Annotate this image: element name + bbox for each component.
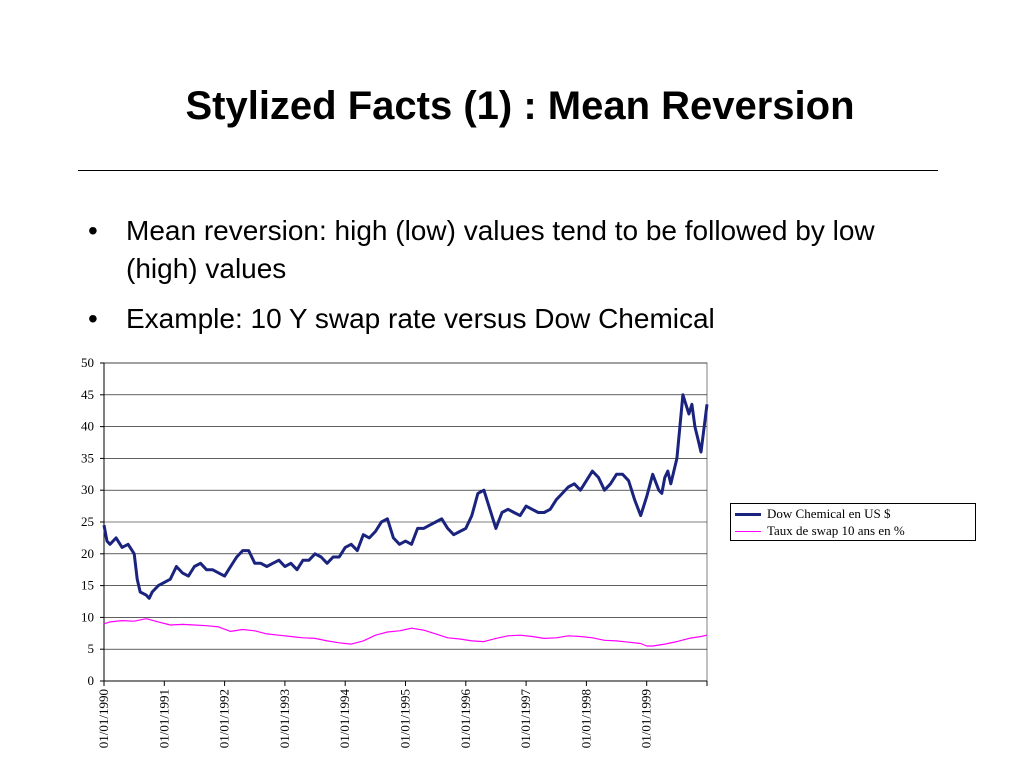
chart-legend: Dow Chemical en US $ Taux de swap 10 ans… — [730, 503, 976, 541]
y-tick-label: 5 — [88, 641, 95, 656]
bullet-text: Example: 10 Y swap rate versus Dow Chemi… — [126, 303, 715, 334]
bullet-symbol: • — [88, 215, 98, 246]
y-tick-label: 30 — [81, 482, 94, 497]
legend-entry-dow: Dow Chemical en US $ — [735, 506, 890, 522]
y-tick-label: 35 — [81, 450, 94, 465]
x-tick-label: 01/01/1992 — [217, 689, 232, 748]
legend-swatch — [735, 512, 761, 516]
y-tick-label: 50 — [81, 355, 94, 370]
legend-label: Taux de swap 10 ans en % — [767, 523, 905, 538]
x-tick-label: 01/01/1999 — [639, 689, 654, 748]
bullet-symbol: • — [88, 303, 98, 334]
legend-swatch — [735, 530, 761, 532]
y-tick-label: 40 — [81, 419, 94, 434]
y-tick-label: 20 — [81, 546, 94, 561]
series-line-swap-rate — [103, 618, 708, 647]
bullet-text: Mean reversion: high (low) values tend t… — [126, 215, 875, 284]
y-tick-label: 15 — [81, 578, 94, 593]
legend-label: Dow Chemical en US $ — [767, 506, 891, 521]
x-tick-label: 01/01/1996 — [458, 689, 473, 749]
chart: 0 5 10 15 20 25 30 35 40 45 50 01/01/1990 01/01/1991… — [0, 350, 1024, 768]
bullet-list: • Mean reversion: high (low) values tend… — [88, 212, 908, 350]
slide-title: Stylized Facts (1) : Mean Reversion — [185, 84, 855, 128]
x-tick-label: 01/01/1991 — [156, 689, 171, 748]
x-tick-label: 01/01/1990 — [96, 689, 111, 748]
y-tick-label: 0 — [88, 673, 95, 688]
legend-entry-swap: Taux de swap 10 ans en % — [735, 523, 905, 539]
x-tick-label: 01/01/1997 — [518, 689, 533, 749]
x-tick-label: 01/01/1998 — [578, 689, 593, 748]
y-tick-label: 10 — [81, 609, 94, 624]
x-tick-label: 01/01/1993 — [277, 689, 292, 748]
x-tick-label: 01/01/1995 — [398, 689, 413, 748]
bullet-item: • Example: 10 Y swap rate versus Dow Che… — [88, 300, 908, 338]
y-tick-label: 45 — [81, 387, 94, 402]
series-line-dow-chemical — [102, 393, 709, 600]
bullet-item: • Mean reversion: high (low) values tend… — [88, 212, 908, 288]
x-tick-label: 01/01/1994 — [337, 689, 352, 749]
y-tick-label: 25 — [81, 514, 94, 529]
title-divider — [78, 170, 938, 171]
line-chart: 0 5 10 15 20 25 30 35 40 45 50 01/01/1990 01/01/1991… — [81, 355, 709, 749]
